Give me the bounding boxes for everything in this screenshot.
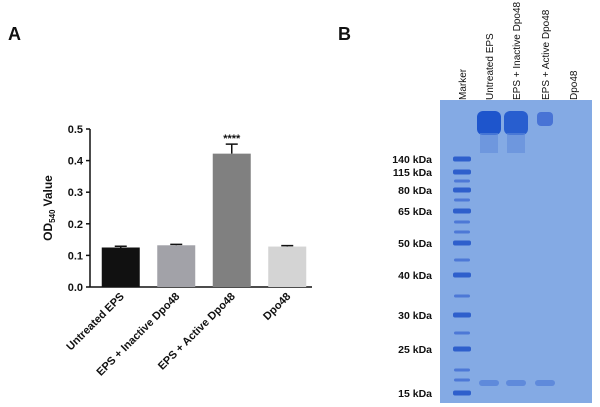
y-label-suffix: Value [41,175,55,207]
marker-band [453,208,471,214]
marker-band-faint [454,198,470,202]
lane-band-low [535,380,555,386]
y-label-text: OD [41,223,55,241]
marker-band [453,312,471,318]
marker-band [453,187,471,193]
lane-smear [480,133,498,153]
marker-band [453,346,471,352]
marker-band [453,240,471,246]
marker-label: 15 kDa [398,388,432,400]
y-axis-label: OD540 Value [41,175,57,241]
bar [268,246,307,287]
bar [157,245,196,287]
marker-label: 115 kDa [393,167,432,179]
y-tick-label: 0.0 [68,282,83,294]
panel-label: B [338,24,351,44]
marker-label: 80 kDa [398,185,432,197]
lane-band-low [479,380,499,386]
y-tick-label: 0.5 [68,124,83,136]
marker-band-faint [454,220,470,224]
lane-smear [507,133,525,153]
y-tick-label: 0.1 [68,250,83,262]
error-bar [281,244,294,247]
lane-band [504,111,528,135]
significance: **** [223,133,241,145]
marker-label: 50 kDa [398,238,432,250]
error-bar [170,243,183,246]
marker-band [453,390,471,396]
marker-label: 140 kDa [392,154,432,166]
y-tick-label: 0.4 [68,156,84,168]
marker-label: 65 kDa [398,206,432,218]
marker-label: 25 kDa [398,344,432,356]
marker-band [453,156,471,162]
marker-band [453,272,471,278]
marker-band-faint [454,378,470,382]
marker-label: 30 kDa [398,310,432,322]
lane-label: Untreated EPS [485,33,496,100]
marker-band-faint [454,368,470,372]
marker-label: 40 kDa [398,270,432,282]
y-tick-label: 0.2 [68,219,83,231]
marker-band-faint [454,179,470,183]
bar [212,153,251,287]
lane-label: Dpo48 [569,70,580,100]
marker-band-faint [454,331,470,335]
y-label-subscript: 540 [48,209,57,223]
marker-band [453,169,471,175]
lane-label: EPS + Inactive Dpo48 [512,1,523,100]
y-tick-label: 0.3 [68,187,83,199]
error-bar [225,143,238,154]
lane-label: EPS + Active Dpo48 [541,9,552,100]
lane-band-low [506,380,526,386]
marker-band-faint [454,294,470,298]
marker-band-faint [454,230,470,234]
error-bar [114,245,127,248]
lane-band [477,111,501,135]
panel-label: A [8,24,21,44]
x-tick-label: Dpo48 [261,291,293,323]
lane-band [537,112,553,126]
x-tick-label: Untreated EPS [64,291,127,354]
bar [101,247,140,287]
marker-band-faint [454,258,470,262]
lane-label: Marker [458,68,469,100]
